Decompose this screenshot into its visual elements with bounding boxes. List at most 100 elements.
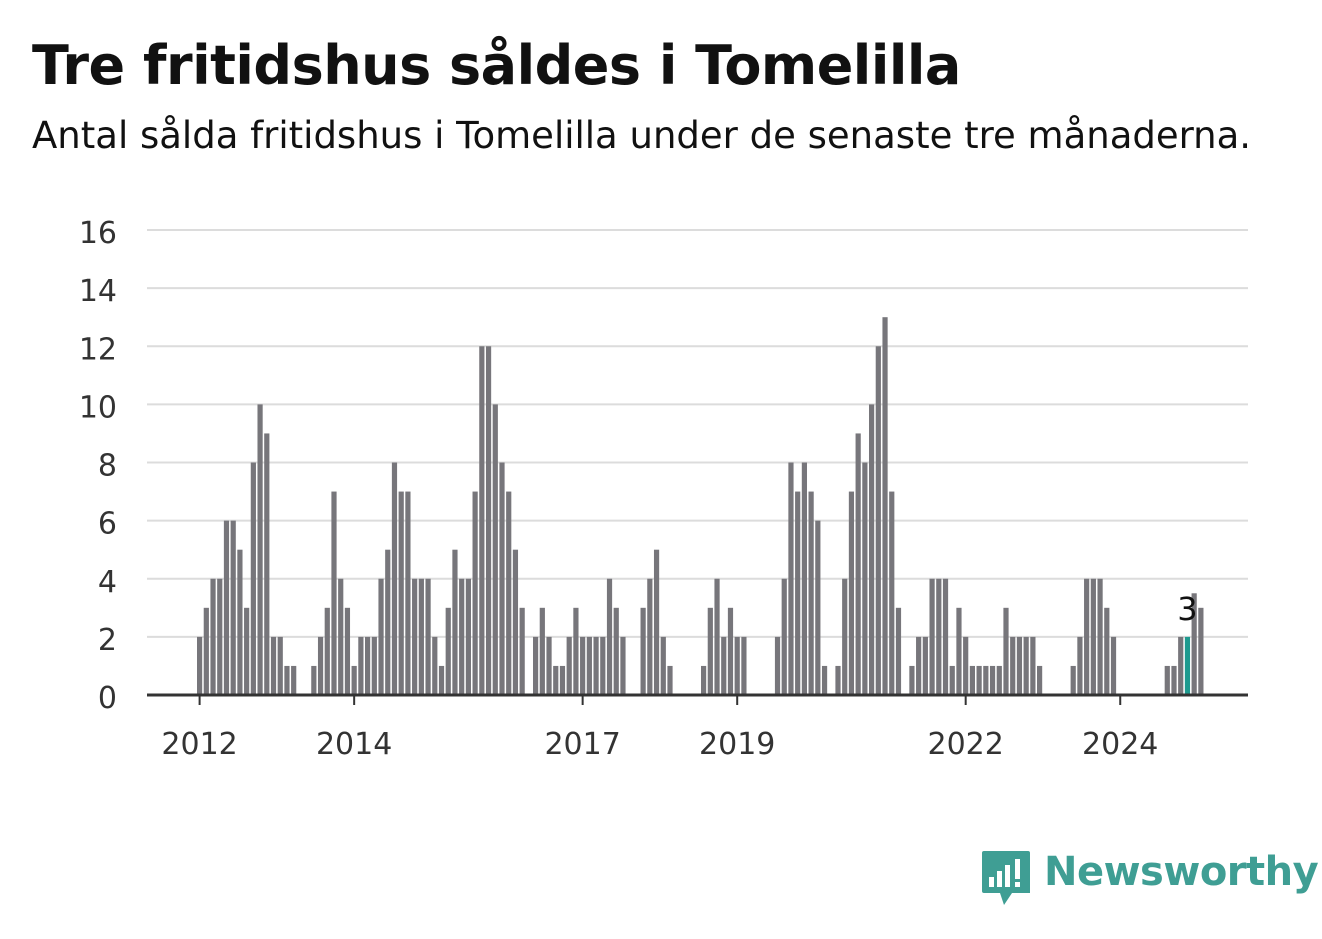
- bar: [795, 492, 800, 695]
- bar: [1010, 637, 1015, 695]
- bar: [835, 666, 840, 695]
- bar: [479, 346, 484, 695]
- y-tick-label: 4: [98, 565, 117, 600]
- brand-name: Newsworthy: [1044, 849, 1318, 895]
- bar: [782, 579, 787, 695]
- bar: [661, 637, 666, 695]
- bar: [392, 463, 397, 696]
- bar: [405, 492, 410, 695]
- bar: [506, 492, 511, 695]
- bar: [929, 579, 934, 695]
- y-tick-label: 0: [98, 681, 117, 716]
- bar: [990, 666, 995, 695]
- bar: [882, 317, 887, 695]
- bar: [641, 608, 646, 695]
- bar: [257, 404, 262, 695]
- bar: [721, 637, 726, 695]
- bar: [788, 463, 793, 696]
- bar: [567, 637, 572, 695]
- bar: [876, 346, 881, 695]
- bar: [345, 608, 350, 695]
- bar: [385, 550, 390, 695]
- bar: [452, 550, 457, 695]
- bar: [943, 579, 948, 695]
- bar: [378, 579, 383, 695]
- bar: [1024, 637, 1029, 695]
- bar: [1037, 666, 1042, 695]
- bar: [983, 666, 988, 695]
- x-axis: 2012 2014 2017 2019 2022 2024: [147, 695, 1248, 762]
- y-tick-label: 2: [98, 623, 117, 658]
- bar: [513, 550, 518, 695]
- bar: [358, 637, 363, 695]
- bar: [1077, 637, 1082, 695]
- gridlines: [147, 230, 1248, 637]
- bar: [425, 579, 430, 695]
- bar: [459, 579, 464, 695]
- bar: [963, 637, 968, 695]
- bar: [593, 637, 598, 695]
- bar: [1171, 666, 1176, 695]
- bar: [278, 637, 283, 695]
- bar: [473, 492, 478, 695]
- bar: [533, 637, 538, 695]
- bar: [950, 666, 955, 695]
- x-tick-label: 2012: [161, 727, 237, 762]
- bar: [352, 666, 357, 695]
- y-tick-label: 14: [79, 274, 117, 309]
- bar: [708, 608, 713, 695]
- bar: [573, 608, 578, 695]
- bar: [741, 637, 746, 695]
- y-tick-label: 16: [79, 216, 117, 251]
- x-tick-label: 2022: [928, 727, 1004, 762]
- bar: [735, 637, 740, 695]
- bar: [1178, 637, 1183, 695]
- bar: [977, 666, 982, 695]
- bar: [580, 637, 585, 695]
- bar: [1003, 608, 1008, 695]
- bar: [372, 637, 377, 695]
- bar: [284, 666, 289, 695]
- bar: [856, 433, 861, 695]
- bar: [1104, 608, 1109, 695]
- bar: [862, 463, 867, 696]
- bar: [493, 404, 498, 695]
- bar: [997, 666, 1002, 695]
- data-label: 3: [1177, 590, 1197, 628]
- bar: [325, 608, 330, 695]
- bar: [809, 492, 814, 695]
- bar: [1111, 637, 1116, 695]
- newsworthy-logo: Newsworthy: [980, 849, 1318, 909]
- bar: [701, 666, 706, 695]
- bar: [271, 637, 276, 695]
- bar: [1097, 579, 1102, 695]
- bar: [714, 579, 719, 695]
- bar: [667, 666, 672, 695]
- bar: [446, 608, 451, 695]
- annotations: 3: [1177, 590, 1197, 628]
- bar: [970, 666, 975, 695]
- bar: [311, 666, 316, 695]
- bar: [909, 666, 914, 695]
- bar: [815, 521, 820, 695]
- bar: [432, 637, 437, 695]
- bar: [600, 637, 605, 695]
- bar: [869, 404, 874, 695]
- bar: [620, 637, 625, 695]
- bar: [264, 433, 269, 695]
- bar: [822, 666, 827, 695]
- bar: [204, 608, 209, 695]
- bar: [291, 666, 296, 695]
- y-axis: 0 2 4 6 8 10 12 14 16: [79, 216, 117, 716]
- bar: [1071, 666, 1076, 695]
- bar: [607, 579, 612, 695]
- bar: [654, 550, 659, 695]
- bar: [614, 608, 619, 695]
- bar: [842, 579, 847, 695]
- bar: [412, 579, 417, 695]
- bar: [546, 637, 551, 695]
- bar: [210, 579, 215, 695]
- bar: [466, 579, 471, 695]
- bar: [1091, 579, 1096, 695]
